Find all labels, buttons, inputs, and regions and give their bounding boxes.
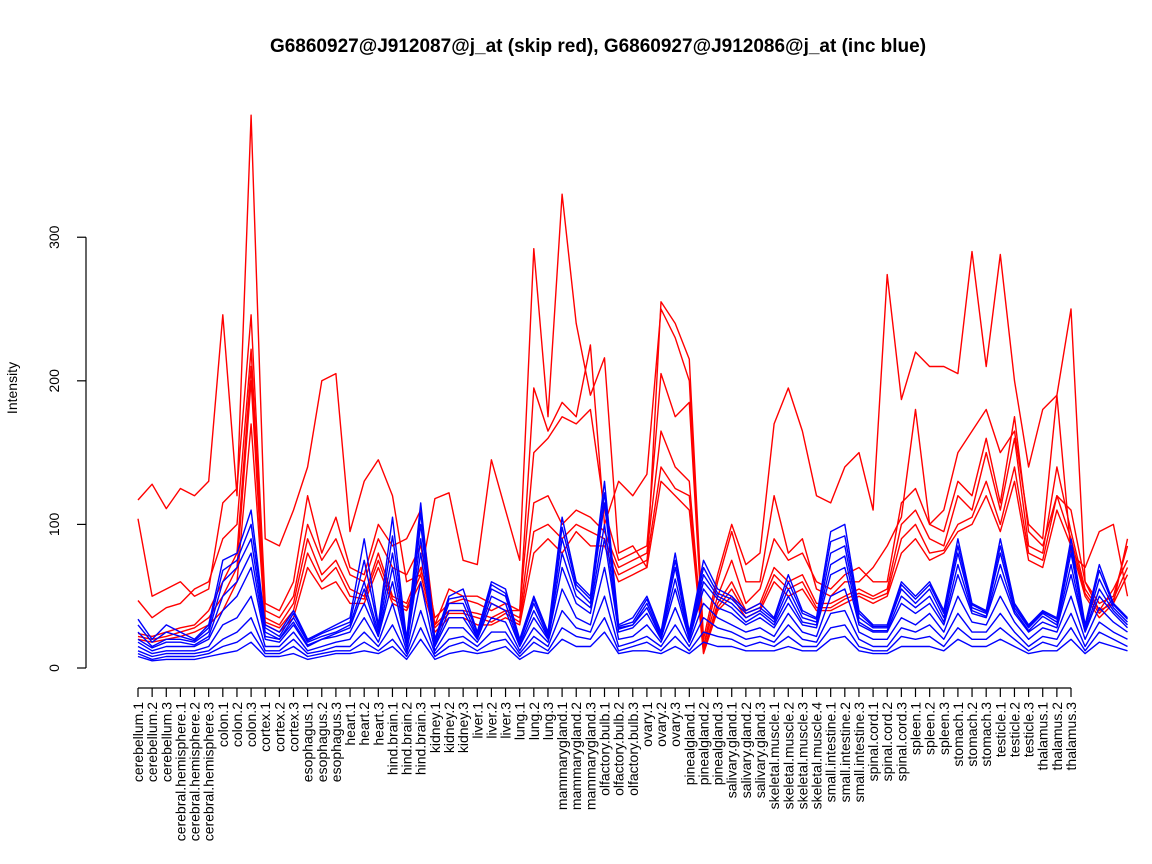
x-tick-label: skeletal.muscle.2 <box>780 702 796 810</box>
x-tick-label: kidney.1 <box>427 702 443 753</box>
x-tick-label: cerebellum.2 <box>144 702 160 782</box>
x-tick-label: cortex.1 <box>257 702 273 752</box>
x-tick-label: liver.3 <box>498 702 514 739</box>
series-line-10 <box>137 566 1128 655</box>
x-tick-label: cerebral.hemisphere.1 <box>172 702 188 842</box>
x-tick-label: testicle.2 <box>1006 702 1022 757</box>
x-tick-label: small.intestine.3 <box>851 702 867 803</box>
x-tick-label: stomach.3 <box>978 702 994 767</box>
x-tick-label: colon.3 <box>243 702 259 747</box>
series-line-9 <box>137 538 1129 652</box>
x-tick-label: lung.1 <box>512 702 528 740</box>
x-tick-label: esophagus.1 <box>300 702 316 782</box>
series-line-15 <box>137 492 1129 643</box>
x-tick-label: skeletal.muscle.1 <box>766 702 782 810</box>
x-tick-label: spleen.2 <box>922 702 938 755</box>
x-tick-label: cortex.2 <box>271 702 287 752</box>
x-tick-label: cortex.3 <box>286 702 302 752</box>
x-tick-label: hind.brain.1 <box>384 702 400 775</box>
x-tick-label: colon.2 <box>229 702 245 747</box>
x-tick-label: stomach.1 <box>950 702 966 767</box>
x-tick-label: ovary.3 <box>667 702 683 747</box>
x-tick-label: testicle.3 <box>1021 702 1037 757</box>
series-line-1 <box>137 114 1129 640</box>
x-tick-label: small.intestine.2 <box>837 702 853 803</box>
x-tick-label: ovary.1 <box>639 702 655 747</box>
series-line-13 <box>137 631 1128 662</box>
y-tick-label: 300 <box>46 225 62 249</box>
series-line-5 <box>137 423 1129 655</box>
x-tick-label: thalamus.3 <box>1063 702 1079 771</box>
series-line-11 <box>137 595 1128 658</box>
y-axis-label: Intensity <box>4 362 20 414</box>
x-tick-label: kidney.2 <box>441 702 457 753</box>
x-tick-label: heart.2 <box>356 702 372 746</box>
x-tick-label: thalamus.2 <box>1049 702 1065 771</box>
x-axis: cerebellum.1cerebellum.2cerebellum.3cere… <box>130 687 1079 842</box>
x-tick-label: olfactory.bulb.1 <box>597 702 613 796</box>
x-tick-label: ovary.2 <box>653 702 669 747</box>
x-tick-label: small.intestine.1 <box>823 702 839 803</box>
x-tick-label: mammarygland.1 <box>554 702 570 810</box>
x-tick-label: salivary.gland.1 <box>724 702 740 798</box>
x-tick-label: heart.3 <box>370 702 386 746</box>
x-tick-label: spinal.cord.3 <box>893 702 909 782</box>
x-tick-label: liver.1 <box>469 702 485 739</box>
x-tick-label: pinealgland.3 <box>710 702 726 786</box>
x-tick-label: skeletal.muscle.3 <box>794 702 810 810</box>
x-tick-label: heart.1 <box>342 702 358 746</box>
x-tick-label: pinealgland.2 <box>695 702 711 786</box>
y-tick-label: 0 <box>46 664 62 672</box>
x-tick-label: spleen.3 <box>936 702 952 755</box>
x-tick-label: salivary.gland.3 <box>752 702 768 798</box>
series-lines <box>137 114 1129 662</box>
series-line-14 <box>137 523 1128 649</box>
x-tick-label: lung.3 <box>540 702 556 740</box>
series-line-6 <box>137 380 1129 653</box>
series-line-2 <box>137 308 1129 648</box>
y-tick-label: 100 <box>46 513 62 537</box>
x-tick-label: esophagus.2 <box>314 702 330 782</box>
x-tick-label: hind.brain.2 <box>399 702 415 775</box>
x-tick-label: lung.2 <box>526 702 542 740</box>
x-tick-label: spinal.cord.1 <box>865 702 881 782</box>
x-tick-label: olfactory.bulb.3 <box>625 702 641 796</box>
x-tick-label: hind.brain.3 <box>413 702 429 775</box>
x-tick-label: mammarygland.2 <box>568 702 584 810</box>
x-tick-label: cerebellum.3 <box>158 702 174 782</box>
x-tick-label: stomach.2 <box>964 702 980 767</box>
series-line-7 <box>137 480 1128 640</box>
x-tick-label: spinal.cord.2 <box>879 702 895 782</box>
x-tick-label: skeletal.muscle.4 <box>809 702 825 810</box>
x-tick-label: cerebellum.1 <box>130 702 146 782</box>
series-line-3 <box>137 348 1129 648</box>
x-tick-label: liver.2 <box>483 702 499 739</box>
x-tick-label: testicle.1 <box>992 702 1008 757</box>
x-tick-label: cerebral.hemisphere.3 <box>201 702 217 842</box>
x-tick-label: thalamus.1 <box>1035 702 1051 771</box>
x-tick-label: cerebral.hemisphere.2 <box>187 702 203 842</box>
y-axis: 0 100 200 300 <box>46 225 87 672</box>
series-line-12 <box>137 617 1128 661</box>
series-line-4 <box>137 365 1129 652</box>
y-tick-label: 200 <box>46 369 62 393</box>
chart-title: G6860927@J912087@j_at (skip red), G68609… <box>270 36 926 57</box>
x-tick-label: kidney.3 <box>455 702 471 753</box>
x-tick-label: pinealgland.1 <box>681 702 697 786</box>
x-tick-label: colon.1 <box>215 702 231 747</box>
x-tick-label: salivary.gland.2 <box>738 702 754 798</box>
x-tick-label: esophagus.3 <box>328 702 344 782</box>
x-tick-label: mammarygland.3 <box>582 702 598 810</box>
x-tick-label: spleen.1 <box>908 702 924 755</box>
x-tick-label: olfactory.bulb.2 <box>611 702 627 796</box>
